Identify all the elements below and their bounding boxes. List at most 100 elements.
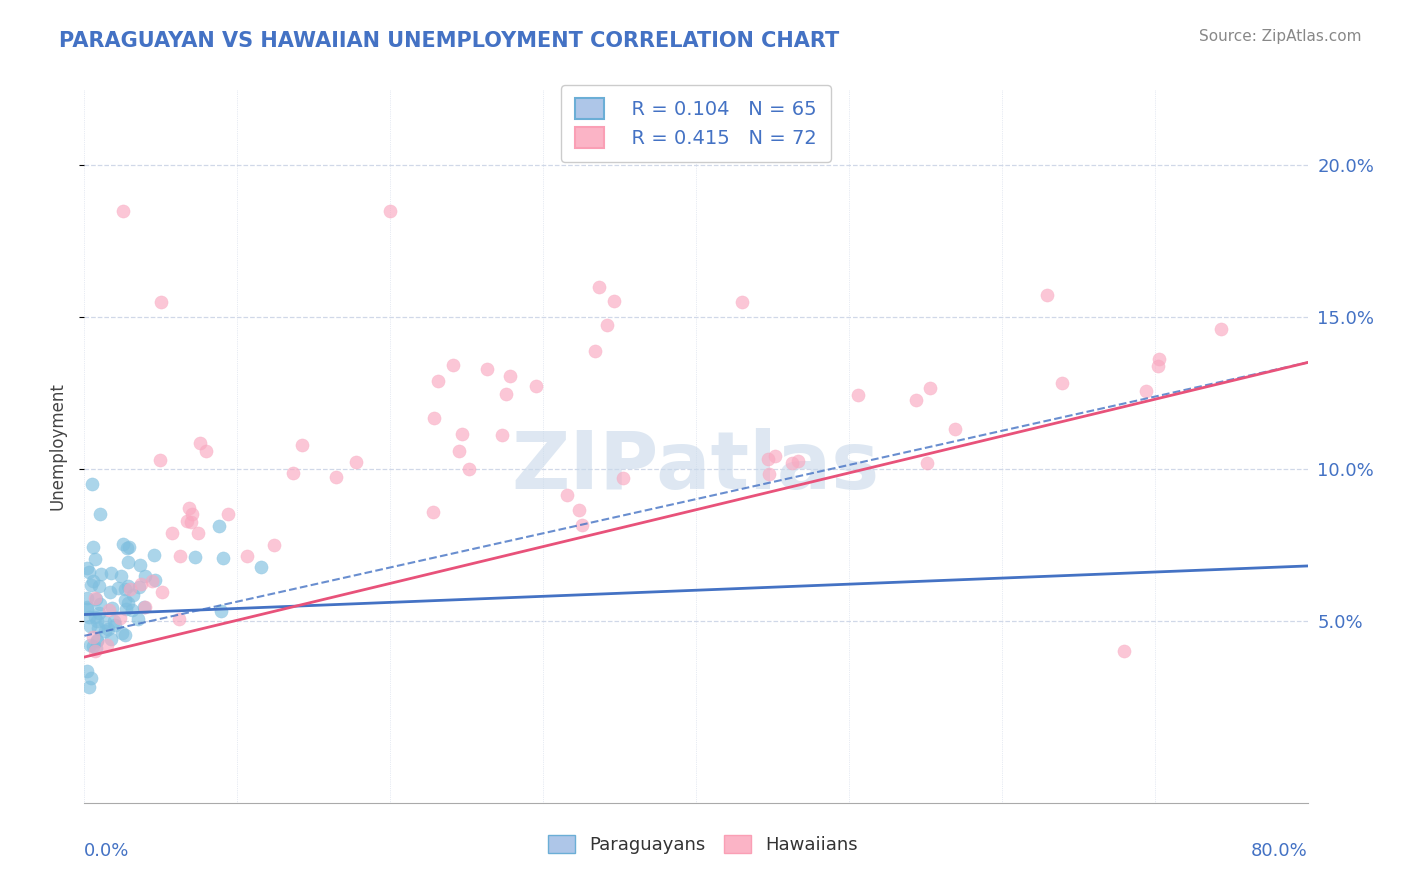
Point [129,577,152,591]
Point [143,573,166,587]
Legend: Paraguayans, Hawaiians: Paraguayans, Hawaiians [538,826,868,863]
Point [76,591,98,605]
Point [82,639,104,653]
Point [134,569,156,583]
Point [79,638,101,652]
Point [87,579,110,593]
Point [118,582,141,596]
Point [499,368,522,383]
Point [291,438,314,452]
Point [121,602,143,616]
Point [128,558,150,572]
Point [380,203,402,218]
Point [176,514,198,528]
Point [128,580,150,594]
Point [84,610,107,624]
Point [86,614,108,628]
Text: PARAGUAYAN VS HAWAIIAN UNEMPLOYMENT CORRELATION CHART: PARAGUAYAN VS HAWAIIAN UNEMPLOYMENT CORR… [59,31,839,51]
Text: Source: ZipAtlas.com: Source: ZipAtlas.com [1198,29,1361,44]
Point [212,550,235,565]
Point [423,411,446,425]
Point [87,621,110,635]
Point [236,549,259,564]
Point [84,592,107,607]
Point [77,609,100,624]
Point [82,540,104,554]
Point [588,280,610,294]
Point [89,597,111,611]
Y-axis label: Unemployment: Unemployment [48,382,66,510]
Point [107,581,129,595]
Point [117,555,139,569]
Point [89,508,111,522]
Point [127,611,149,625]
Point [250,560,273,574]
Point [1209,322,1232,336]
Point [731,294,754,309]
Point [780,456,803,470]
Point [603,294,626,309]
Point [112,536,135,550]
Point [915,456,938,470]
Point [184,550,207,565]
Point [167,612,190,626]
Point [422,505,444,519]
Point [77,680,100,694]
Point [1050,376,1073,390]
Point [426,374,449,388]
Point [82,630,104,644]
Text: 0.0%: 0.0% [84,842,129,860]
Point [612,471,634,485]
Point [217,508,239,522]
Point [177,501,200,516]
Text: ZIPatlas: ZIPatlas [512,428,880,507]
Point [76,665,98,679]
Point [86,633,108,648]
Point [86,632,108,647]
Point [79,578,101,592]
Point [188,436,211,450]
Point [98,584,121,599]
Point [94,624,117,639]
Point [905,393,928,408]
Point [96,638,118,652]
Point [77,565,100,579]
Point [104,618,127,632]
Point [557,488,579,502]
Point [141,574,163,588]
Point [87,606,110,620]
Point [208,518,231,533]
Point [90,566,112,581]
Point [524,379,547,393]
Point [571,518,593,533]
Point [83,591,105,605]
Point [325,469,347,483]
Point [1147,359,1170,373]
Point [281,467,304,481]
Point [160,526,183,541]
Point [1135,384,1157,398]
Point [76,599,98,614]
Point [477,362,499,376]
Point [181,507,204,521]
Point [101,601,124,615]
Point [583,343,606,358]
Point [76,602,98,616]
Legend:   R = 0.104   N = 65,   R = 0.415   N = 72: R = 0.104 N = 65, R = 0.415 N = 72 [561,85,831,162]
Point [180,515,202,529]
Point [918,381,941,395]
Point [1114,644,1136,658]
Point [76,561,98,575]
Point [150,585,173,599]
Point [80,671,103,685]
Point [111,203,134,218]
Point [97,622,120,636]
Point [118,541,141,555]
Point [194,443,217,458]
Point [103,614,125,628]
Point [568,503,591,517]
Point [447,444,470,458]
Point [83,644,105,658]
Point [263,538,285,552]
Point [169,549,191,563]
